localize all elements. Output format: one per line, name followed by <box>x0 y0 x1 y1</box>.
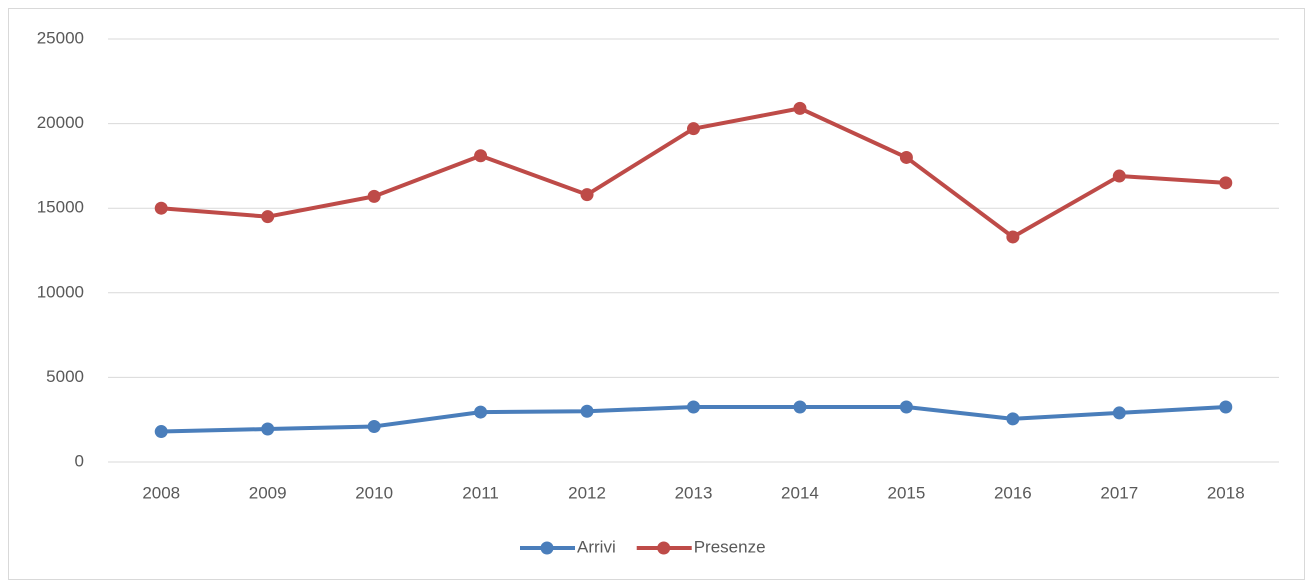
x-tick-label: 2016 <box>994 483 1032 502</box>
data-point <box>793 400 807 414</box>
legend-swatch-marker <box>657 541 671 555</box>
data-point <box>899 150 913 164</box>
x-tick-label: 2018 <box>1207 483 1245 502</box>
data-point <box>154 201 168 215</box>
y-tick-label: 10000 <box>37 282 84 301</box>
data-point <box>793 101 807 115</box>
y-tick-label: 20000 <box>37 113 84 132</box>
x-tick-label: 2010 <box>355 483 393 502</box>
data-point <box>580 188 594 202</box>
legend-label: Presenze <box>694 537 766 556</box>
y-tick-label: 15000 <box>37 198 84 217</box>
data-point <box>367 189 381 203</box>
x-tick-label: 2008 <box>142 483 180 502</box>
y-tick-label: 0 <box>75 451 84 470</box>
y-tick-label: 5000 <box>46 367 84 386</box>
data-point <box>261 422 275 436</box>
data-point <box>899 400 913 414</box>
data-point <box>1219 176 1233 190</box>
x-tick-label: 2009 <box>249 483 287 502</box>
data-point <box>367 419 381 433</box>
y-tick-label: 25000 <box>37 28 84 47</box>
data-point <box>1112 406 1126 420</box>
x-tick-label: 2011 <box>462 483 499 502</box>
x-tick-label: 2015 <box>887 483 925 502</box>
data-point <box>474 405 488 419</box>
data-point <box>261 210 275 224</box>
legend-label: Arrivi <box>577 537 616 556</box>
data-point <box>687 122 700 136</box>
x-tick-label: 2017 <box>1100 483 1138 502</box>
x-tick-label: 2013 <box>675 483 713 502</box>
data-point <box>1219 400 1233 414</box>
data-point <box>154 425 168 439</box>
data-point <box>580 404 594 418</box>
x-tick-label: 2012 <box>568 483 606 502</box>
data-point <box>474 149 488 163</box>
legend-swatch-marker <box>540 541 554 555</box>
data-point <box>1006 412 1020 426</box>
data-point <box>687 400 700 414</box>
data-point <box>1112 169 1126 183</box>
chart-frame <box>8 8 1305 580</box>
x-tick-label: 2014 <box>781 483 819 502</box>
data-point <box>1006 230 1020 244</box>
